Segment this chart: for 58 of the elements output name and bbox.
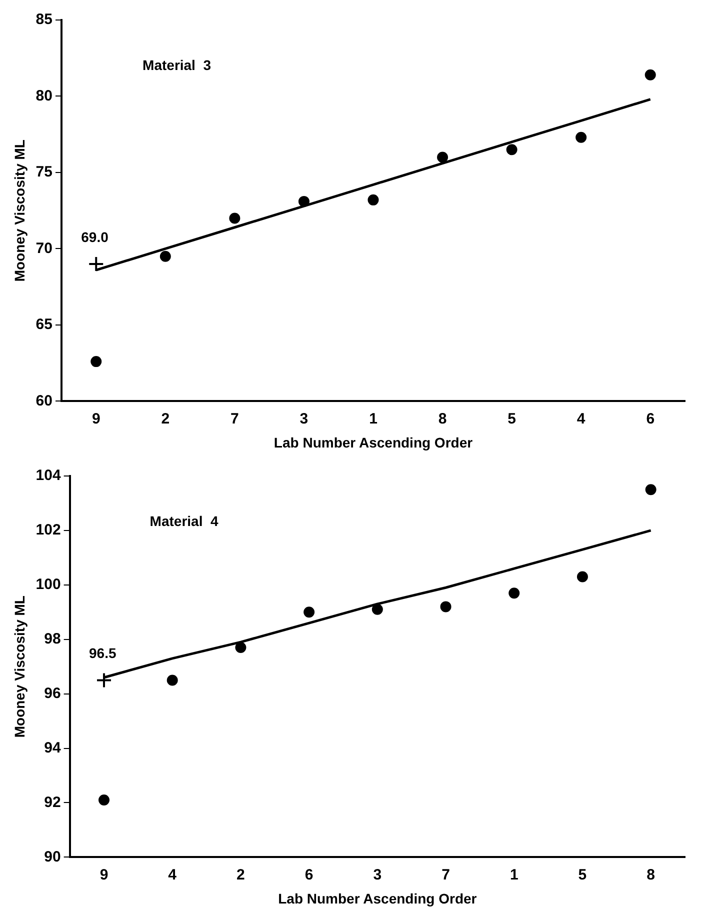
y-tick-label: 94 [44,739,62,756]
point [645,484,656,496]
x-tick-label: 9 [100,866,108,884]
x-tick-label: 1 [510,866,518,884]
x-tick-label: 5 [578,866,587,884]
y-axis-title: Mooney Viscosity ML [11,139,28,282]
point [229,212,240,224]
y-tick-label: 85 [36,11,52,28]
y-tick-label: 60 [36,392,52,410]
point [372,604,383,615]
x-tick-label: 5 [508,410,516,428]
y-tick-label: 104 [36,467,62,484]
y-tick-label: 80 [36,87,52,104]
point [166,674,178,686]
x-axis-title: Lab Number Ascending Order [274,434,474,450]
point [506,144,518,156]
point [304,606,315,618]
x-tick-label: 8 [438,410,447,428]
point [508,588,520,599]
point [96,672,112,688]
x-tick-label: 6 [646,410,655,428]
point [90,356,102,368]
y-tick-label: 98 [44,630,61,648]
annotation: Material 3 [142,57,212,73]
point [576,571,588,582]
x-tick-label: 2 [161,410,170,428]
point [644,69,656,80]
y-tick-label: 75 [36,164,52,181]
x-tick-label: 2 [236,866,245,884]
x-tick-label: 6 [304,866,314,884]
y-tick-label: 100 [36,576,61,594]
x-axis-title: Lab Number Ascending Order [278,890,478,906]
y-tick-label: 92 [44,794,61,811]
y-tick-label: 96 [44,684,61,702]
point [440,601,452,612]
point [235,642,246,654]
x-tick-label: 7 [442,866,450,884]
x-tick-label: 9 [92,410,100,428]
x-tick-label: 1 [369,410,378,428]
x-tick-label: 8 [646,866,655,884]
x-tick-label: 4 [168,866,178,884]
y-tick-label: 102 [36,522,61,539]
x-tick-label: 3 [300,410,308,428]
y-axis-title: Mooney Viscosity ML [11,595,28,738]
y-tick-label: 70 [36,240,52,257]
x-tick-label: 7 [230,410,239,428]
point [160,250,171,262]
point [437,152,448,163]
point [576,132,587,143]
y-tick-label: 90 [44,848,61,866]
point [368,194,379,206]
x-tick-label: 3 [373,866,382,884]
annotation: Material 4 [150,513,218,529]
y-tick-label: 65 [36,316,52,334]
x-tick-label: 4 [576,410,586,428]
annotation: 69.0 [81,228,109,245]
annotation: 96.5 [89,645,116,662]
point [98,794,110,806]
